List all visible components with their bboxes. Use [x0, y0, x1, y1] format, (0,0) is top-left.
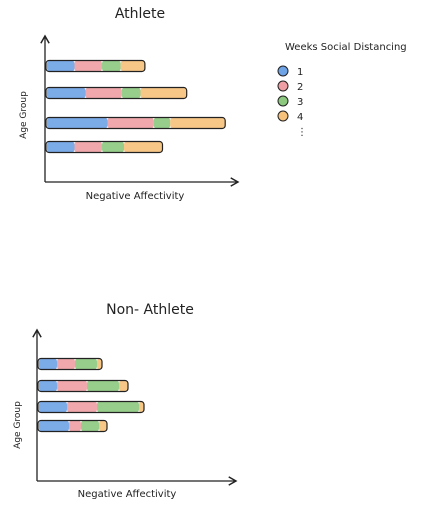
bar-segment-week-4 — [120, 60, 145, 72]
bar-segment-week-4 — [119, 380, 128, 392]
bar-segment-week-4 — [97, 358, 102, 370]
bar-segment-week-4 — [170, 117, 226, 129]
chart-title-athlete: Athlete — [115, 6, 165, 22]
bar-outline — [37, 379, 129, 393]
bar-outline — [37, 419, 108, 433]
bar-segment-week-2 — [67, 401, 97, 413]
bar-segment-week-1 — [39, 380, 57, 392]
bar-segment-week-3 — [87, 380, 119, 392]
bar-outline — [45, 116, 226, 130]
bar-segment-week-1 — [39, 358, 57, 370]
bar-segment-week-1 — [47, 60, 75, 72]
bar-segment-week-1 — [39, 401, 67, 413]
bar-segment-week-1 — [47, 141, 75, 153]
chart-title-non-athlete: Non- Athlete — [106, 302, 194, 318]
bar-segment-week-2 — [85, 87, 122, 99]
y-axis-label-athlete: Age Group — [19, 91, 29, 139]
bar-segment-week-2 — [74, 141, 102, 153]
legend-label: 1 — [297, 67, 303, 78]
bar-segment-week-1 — [47, 117, 108, 129]
bar-outline — [45, 140, 164, 154]
bar-outline — [45, 59, 146, 73]
bar-segment-week-2 — [69, 420, 81, 432]
bar-outline — [45, 86, 188, 100]
bars-athlete — [45, 59, 226, 154]
bar-segment-week-3 — [121, 87, 141, 99]
legend: Weeks Social Distancing 1 2 3 4 ⋮ — [277, 42, 407, 138]
bar-segment-week-1 — [47, 87, 86, 99]
bar-segment-week-4 — [140, 87, 187, 99]
legend-title: Weeks Social Distancing — [285, 42, 407, 53]
legend-swatch-2 — [277, 80, 289, 92]
legend-label: 3 — [297, 97, 303, 108]
bars-non-athlete — [37, 357, 145, 433]
legend-label: 2 — [297, 82, 303, 93]
chart-athlete: Athlete Age Group Negative Affectivity — [19, 6, 240, 202]
legend-swatch-4 — [277, 110, 289, 122]
legend-label: ⋮ — [297, 127, 307, 138]
bar-segment-week-2 — [57, 358, 75, 370]
bar-segment-week-4 — [124, 141, 163, 153]
bar-segment-week-3 — [102, 60, 121, 72]
bar-segment-week-2 — [107, 117, 154, 129]
bar-segment-week-1 — [39, 420, 69, 432]
bar-segment-week-3 — [97, 401, 139, 413]
bar-segment-week-2 — [74, 60, 102, 72]
bar-outline — [37, 357, 103, 371]
legend-swatch-1 — [277, 65, 289, 77]
x-axis-label-non-athlete: Negative Affectivity — [78, 489, 177, 500]
x-axis-label-athlete: Negative Affectivity — [86, 191, 185, 202]
bar-segment-week-4 — [99, 420, 107, 432]
bar-segment-week-3 — [81, 420, 99, 432]
bar-segment-week-3 — [153, 117, 171, 129]
bar-segment-week-2 — [57, 380, 87, 392]
legend-items: 1 2 3 4 ⋮ — [277, 65, 307, 138]
bar-outline — [37, 400, 145, 414]
y-axis-label-non-athlete: Age Group — [13, 401, 23, 449]
bar-segment-week-4 — [139, 401, 144, 413]
legend-swatch-3 — [277, 95, 289, 107]
bar-segment-week-3 — [102, 141, 124, 153]
chart-non-athlete: Non- Athlete Age Group Negative Affectiv… — [13, 302, 238, 500]
bar-segment-week-3 — [75, 358, 97, 370]
legend-label: 4 — [297, 112, 303, 123]
